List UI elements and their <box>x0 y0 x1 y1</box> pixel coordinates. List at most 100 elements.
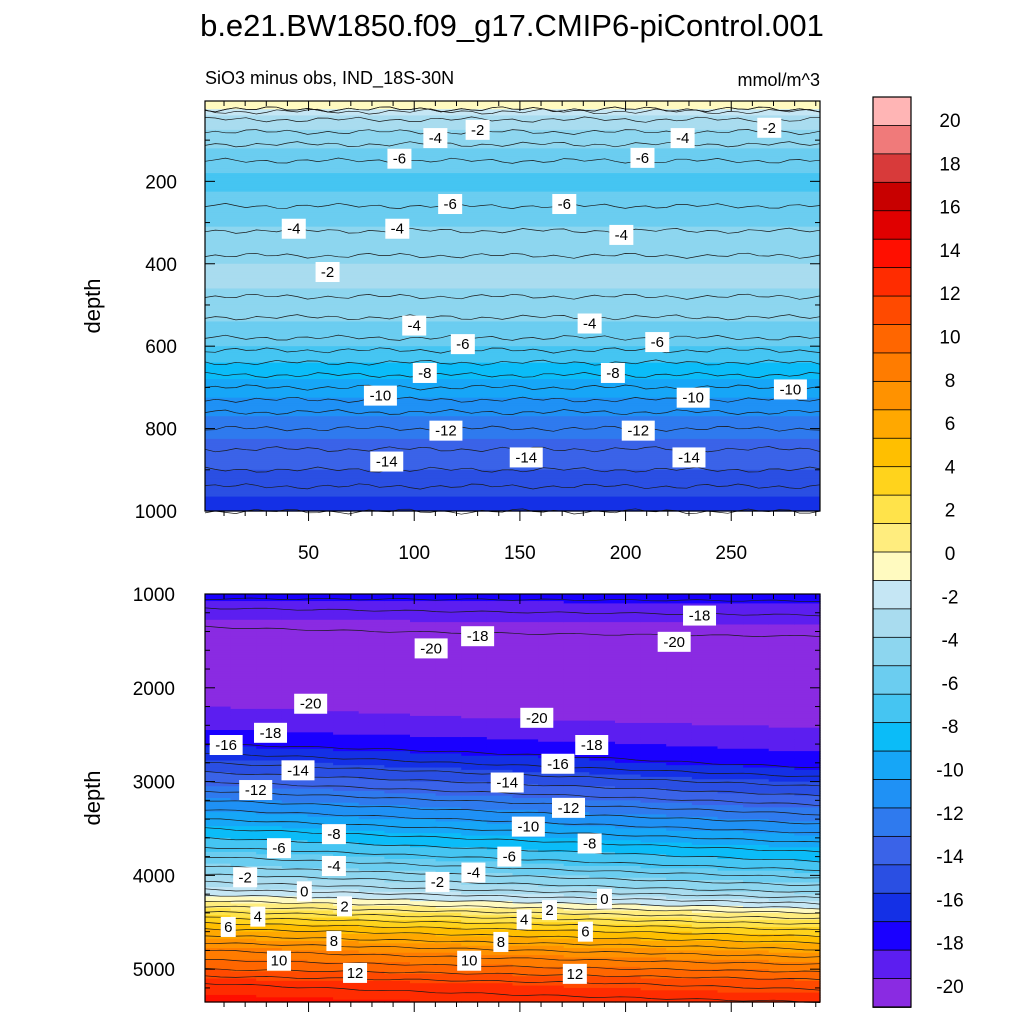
upper-contour-label: -14 <box>678 449 700 466</box>
lower-field-cell <box>333 622 360 626</box>
lower-field-cell <box>563 694 590 698</box>
upper-field-band <box>205 105 820 108</box>
lower-field-cell <box>743 840 770 844</box>
lower-field-cell <box>563 934 590 937</box>
lower-field-cell <box>666 858 693 862</box>
lower-field-cell <box>307 657 334 661</box>
lower-field-cell <box>666 746 693 750</box>
lower-field-cell <box>640 870 667 874</box>
lower-field-cell <box>615 875 642 879</box>
lower-field-cell <box>538 598 565 602</box>
lower-field-cell <box>538 870 565 874</box>
lower-field-cell <box>333 774 360 778</box>
lower-field-cell <box>486 673 514 677</box>
lower-field-cell <box>435 654 462 658</box>
lower-field-cell <box>384 866 411 869</box>
lower-field-cell <box>384 938 411 942</box>
lower-field-cell <box>717 704 744 708</box>
lower-field-cell <box>717 805 744 808</box>
lower-field-cell <box>768 894 795 898</box>
lower-field-cell <box>410 929 437 933</box>
lower-field-cell <box>743 603 770 607</box>
lower-field-cell <box>205 894 232 898</box>
lower-field-cell <box>205 732 232 736</box>
lower-field-cell <box>307 718 334 722</box>
lower-field-cell <box>205 697 232 701</box>
lower-field-cell <box>256 772 283 776</box>
lower-field-cell <box>384 692 411 696</box>
lower-field-cell <box>205 760 232 764</box>
lower-field-cell <box>640 978 667 982</box>
lower-field-cell <box>589 694 616 698</box>
lower-contour-label-bg <box>657 631 691 652</box>
upper-field-band <box>205 502 820 506</box>
lower-field-cell <box>717 624 744 628</box>
lower-field-cell <box>768 812 795 816</box>
lower-field-cell <box>615 706 642 710</box>
lower-field-cell <box>717 767 744 771</box>
lower-field-cell <box>615 772 642 776</box>
lower-field-cell <box>512 964 539 968</box>
lower-field-cell <box>333 959 360 963</box>
lower-field-cell <box>768 605 795 609</box>
lower-field-cell <box>307 762 334 766</box>
lower-field-cell <box>640 992 667 996</box>
lower-field-cell <box>563 669 590 672</box>
lower-field-cell <box>589 650 616 654</box>
lower-field-cell <box>358 842 385 846</box>
upper-contour-label: -14 <box>376 454 398 471</box>
lower-field-cell <box>256 926 283 930</box>
lower-field-cell <box>512 676 539 680</box>
lower-field-cell <box>256 973 283 977</box>
lower-field-cell <box>538 657 565 661</box>
lower-field-cell <box>384 873 411 876</box>
lower-field-cell <box>230 730 257 733</box>
lower-field-cell <box>615 781 642 785</box>
lower-field-cell <box>794 732 821 736</box>
lower-field-cell <box>486 816 514 820</box>
lower-field-cell <box>435 924 462 928</box>
upper-contour-label: -6 <box>651 334 664 351</box>
lower-field-cell <box>512 931 539 935</box>
lower-field-cell <box>666 629 693 633</box>
lower-field-cell <box>333 779 360 783</box>
lower-field-cell <box>384 805 411 808</box>
lower-field-cell <box>307 687 334 691</box>
lower-field-cell <box>461 821 488 825</box>
lower-field-cell <box>205 685 232 689</box>
lower-field-cell <box>358 774 385 778</box>
lower-field-cell <box>205 802 232 806</box>
lower-field-cell <box>666 809 693 813</box>
lower-field-cell <box>384 685 411 689</box>
lower-field-cell <box>538 694 565 698</box>
lower-field-cell <box>743 713 770 717</box>
lower-field-cell <box>794 669 821 672</box>
lower-field-cell <box>615 788 642 792</box>
lower-field-cell <box>461 748 488 752</box>
lower-field-cell <box>333 727 360 731</box>
lower-field-cell <box>461 891 488 895</box>
lower-field-cell <box>717 737 744 740</box>
lower-field-cell <box>717 755 744 759</box>
upper-field-band <box>205 290 820 294</box>
lower-field-cell <box>717 776 744 780</box>
lower-field-cell <box>435 647 462 651</box>
lower-field-cell <box>384 664 411 668</box>
lower-field-cell <box>461 774 488 778</box>
lower-field-cell <box>486 629 514 633</box>
lower-field-cell <box>512 950 539 954</box>
lower-field-cell <box>281 936 309 940</box>
lower-field-cell <box>461 713 488 717</box>
lower-field-cell <box>589 912 616 916</box>
lower-contour-label-bg <box>296 881 312 902</box>
lower-field-cell <box>358 765 385 769</box>
lower-field-cell <box>230 905 257 909</box>
lower-field-cell <box>384 898 411 902</box>
lower-field-cell <box>486 601 514 604</box>
lower-field-cell <box>563 640 590 644</box>
upper-field-band <box>205 300 820 304</box>
lower-field-cell <box>384 725 411 729</box>
lower-field-cell <box>615 603 642 607</box>
lower-field-cell <box>743 976 770 980</box>
